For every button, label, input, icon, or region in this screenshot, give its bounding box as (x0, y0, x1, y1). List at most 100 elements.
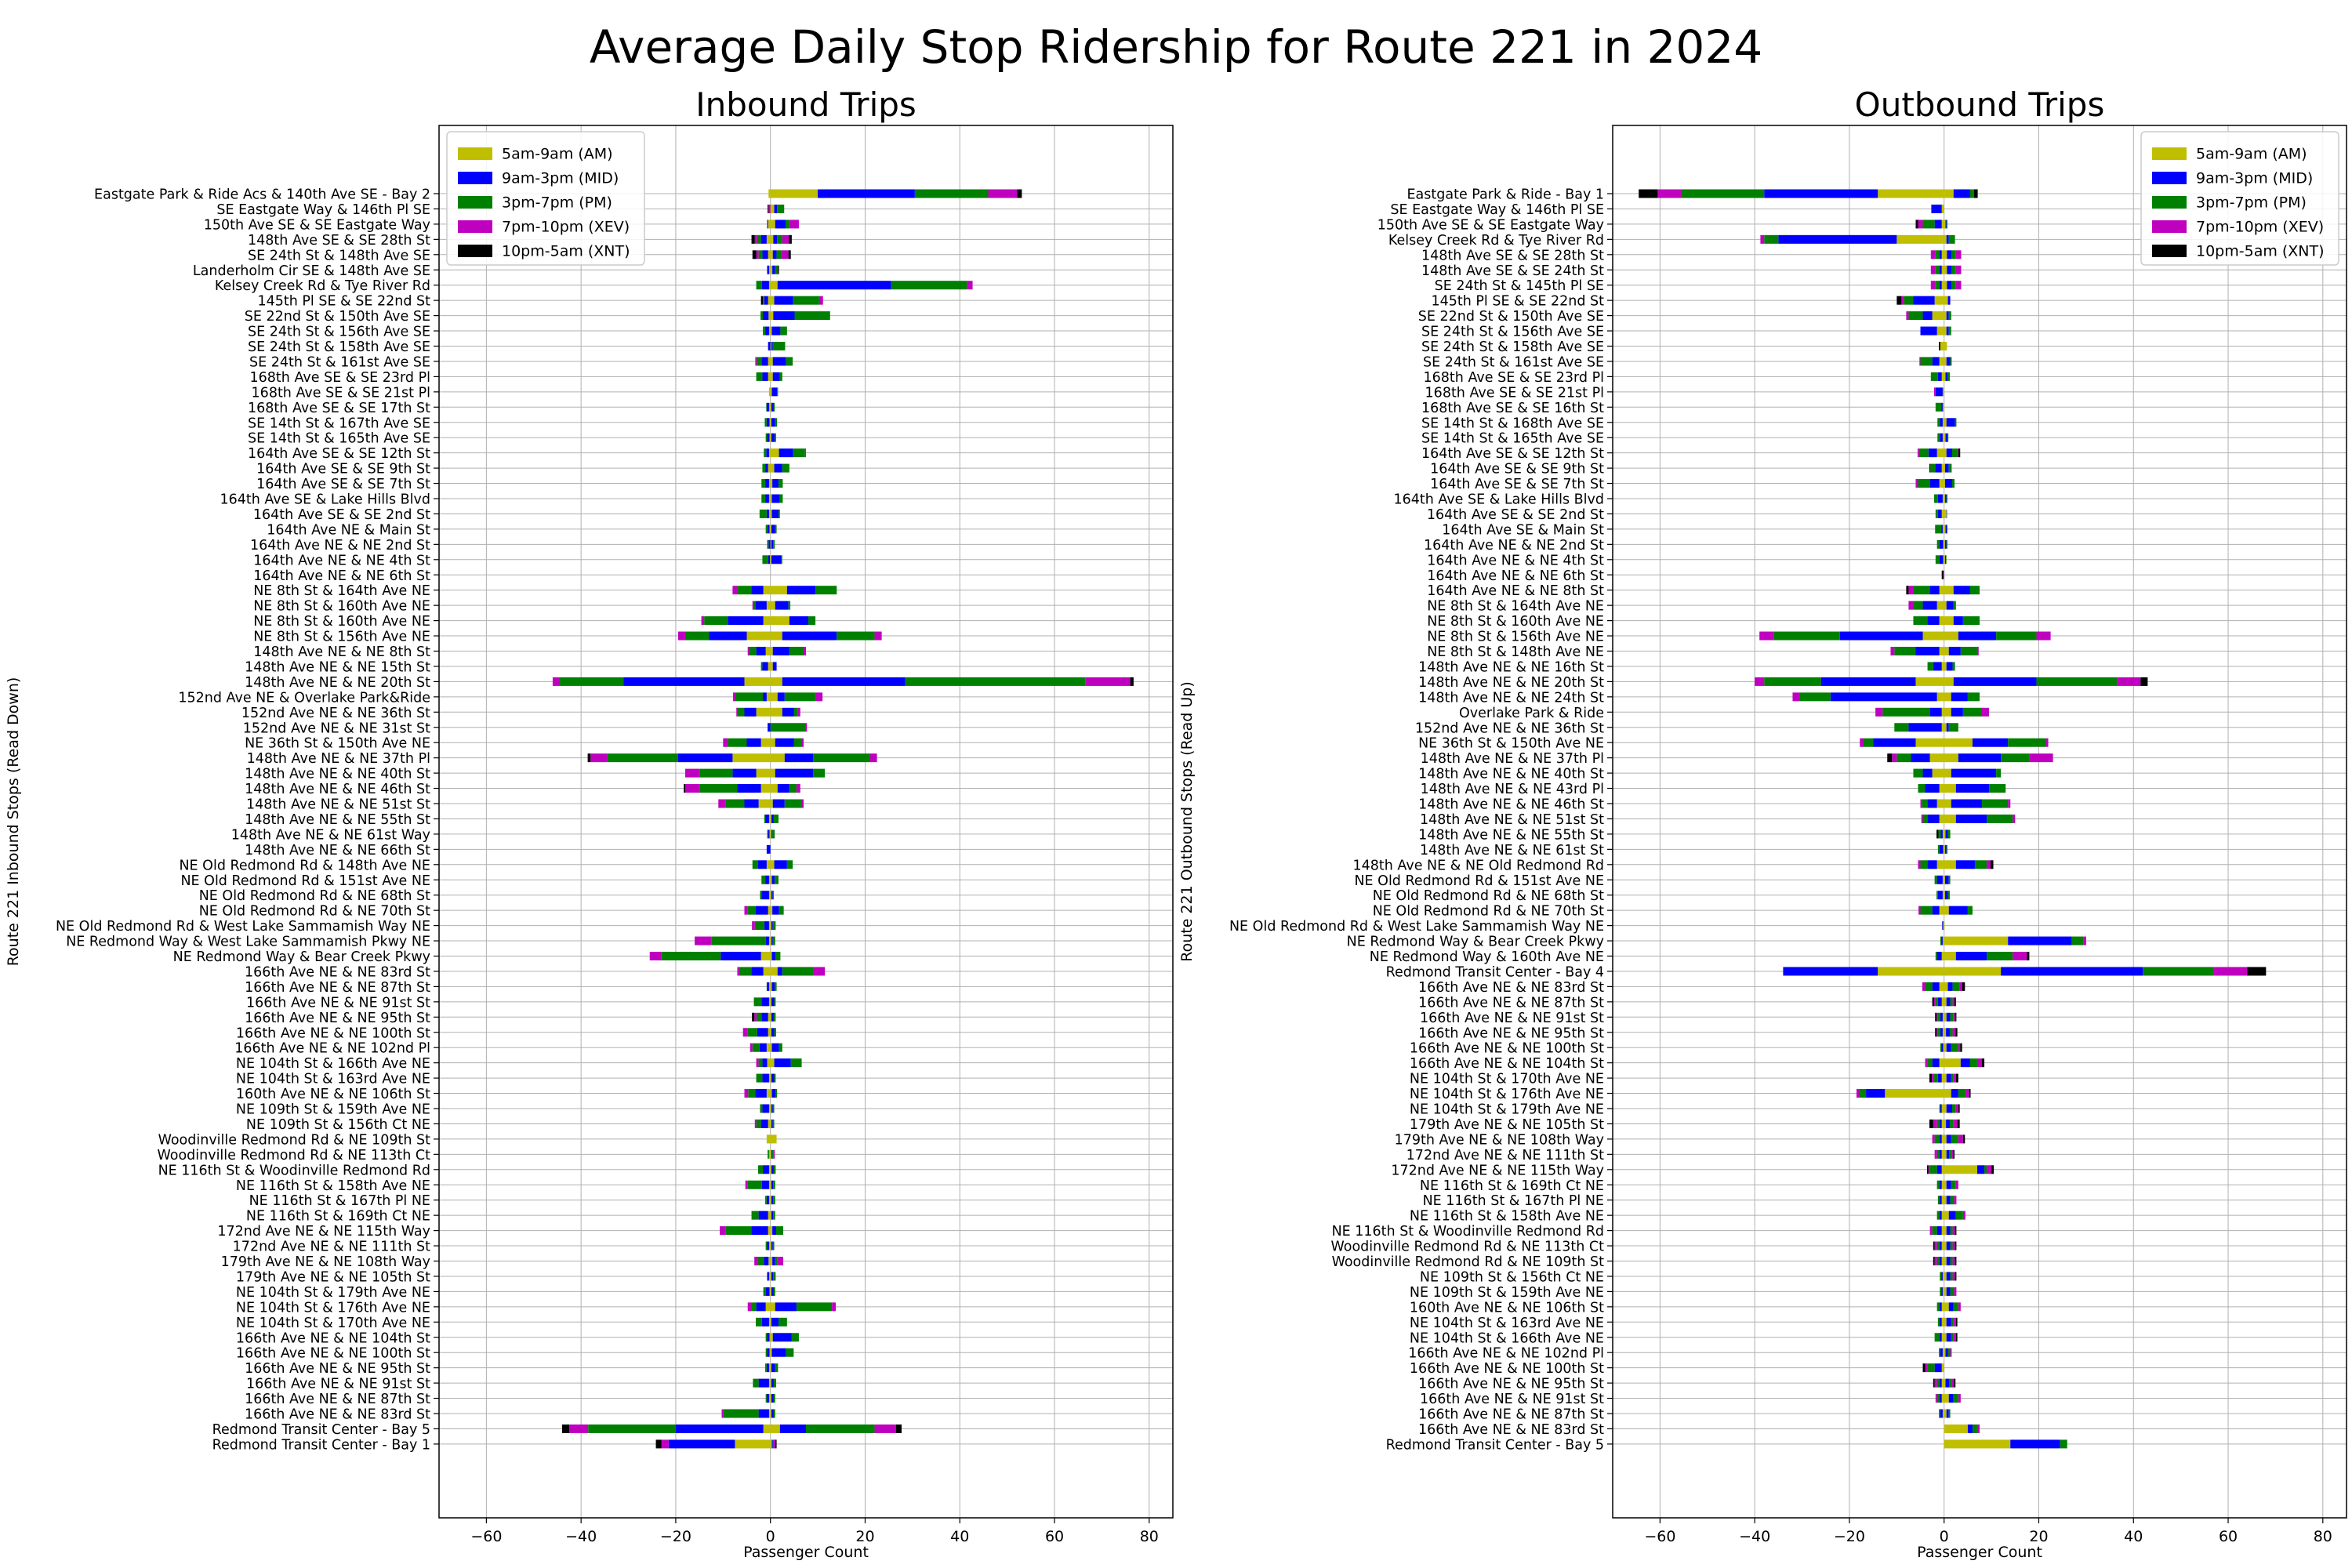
bar-segment-boarding (1972, 1424, 1977, 1433)
bar-segment-alighting (1936, 1226, 1942, 1236)
bar-segment-boarding (1945, 524, 1947, 534)
bar-segment-alighting (1939, 1180, 1942, 1189)
stop-label: NE 8th St & 160th Ave NE (1427, 614, 1604, 630)
bar-segment-boarding (770, 281, 778, 290)
bar-segment-boarding (1017, 189, 1022, 198)
bar-segment-alighting (757, 357, 762, 366)
bar-segment-alighting (767, 433, 770, 442)
bar-segment-alighting (1922, 220, 1935, 229)
bar-segment-alighting (768, 1257, 771, 1265)
bar-segment-boarding (1946, 1028, 1950, 1037)
bar-segment-boarding (771, 1409, 774, 1418)
bar-segment-boarding (772, 265, 775, 274)
bar-segment-boarding (1947, 281, 1952, 290)
bar-segment-boarding (786, 357, 793, 366)
bar-segment-boarding (1944, 1287, 1947, 1296)
bar-segment-boarding (1944, 326, 1947, 336)
bar-segment-alighting (758, 799, 771, 808)
bar-segment-boarding (874, 1424, 896, 1433)
bar-segment-boarding (1944, 1149, 1947, 1159)
bar-segment-boarding (1945, 220, 1947, 229)
bar-segment-boarding (2213, 967, 2248, 976)
bar-segment-boarding (2001, 753, 2030, 763)
bar-segment-alighting (1904, 296, 1914, 305)
stop-label: NE 8th St & 148th Ave NE (1427, 644, 1604, 660)
bar-segment-alighting (1935, 387, 1943, 397)
bar-segment-alighting (695, 936, 712, 946)
legend-label: 3pm-7pm (PM) (2196, 194, 2307, 212)
stop-label: NE Old Redmond Rd & NE 70th St (199, 904, 430, 920)
bar-segment-boarding (776, 250, 782, 260)
bar-segment-boarding (788, 601, 791, 610)
bar-segment-alighting (1941, 707, 1944, 717)
bar-segment-boarding (1944, 662, 1947, 671)
bar-segment-boarding (775, 265, 779, 274)
stop-label: 164th Ave NE & NE 2nd St (1424, 538, 1604, 554)
bar-segment-alighting (1920, 326, 1937, 336)
bar-segment-boarding (1947, 829, 1951, 839)
bar-segment-boarding (770, 707, 782, 717)
bar-segment-boarding (1944, 463, 1949, 473)
bar-segment-alighting (1937, 433, 1940, 442)
bar-segment-boarding (818, 189, 915, 198)
bar-segment-boarding (772, 1257, 775, 1265)
bar-segment-alighting (768, 1073, 771, 1083)
bar-segment-boarding (1944, 250, 1947, 260)
stop-label: SE 14th St & 165th Ave SE (248, 431, 430, 447)
legend-swatch (458, 147, 492, 160)
bar-segment-boarding (772, 1149, 774, 1159)
bar-segment-alighting (1939, 1302, 1942, 1312)
bar-segment-alighting (765, 814, 769, 823)
bar-segment-boarding (775, 1257, 778, 1265)
x-tick-label: −20 (1834, 1528, 1865, 1545)
bar-segment-boarding (775, 1302, 797, 1312)
bar-segment-alighting (1934, 1333, 1940, 1342)
bar-segment-boarding (1967, 692, 1980, 702)
legend-swatch (2152, 172, 2187, 184)
bar-segment-alighting (1941, 936, 1943, 946)
bar-segment-boarding (770, 586, 787, 595)
bar-segment-alighting (1939, 586, 1944, 595)
bar-segment-alighting (569, 1424, 589, 1433)
bar-segment-alighting (755, 1089, 767, 1098)
bar-segment-alighting (760, 891, 762, 900)
stop-label: 148th Ave NE & NE 24th St (1418, 690, 1604, 706)
bar-segment-boarding (1973, 189, 1978, 198)
bar-segment-alighting (1936, 875, 1943, 884)
bar-segment-boarding (770, 631, 782, 641)
stop-label: 164th Ave SE & Main St (1442, 522, 1604, 538)
bar-segment-boarding (1944, 631, 1958, 641)
bar-segment-alighting (761, 494, 766, 503)
bar-segment-alighting (760, 1119, 768, 1128)
bar-segment-alighting (1933, 1119, 1937, 1128)
bar-segment-alighting (590, 753, 608, 763)
bar-segment-alighting (754, 1257, 759, 1265)
bar-segment-alighting (765, 1196, 767, 1205)
stop-label: NE 8th St & 160th Ave NE (253, 599, 430, 615)
stop-label: NE 104th St & 166th Ave NE (1410, 1330, 1604, 1346)
bar-segment-boarding (770, 1089, 772, 1098)
bar-segment-alighting (761, 357, 768, 366)
bar-segment-alighting (767, 1333, 770, 1342)
bar-segment-boarding (772, 1333, 792, 1342)
bar-segment-boarding (1946, 1196, 1951, 1205)
bar-segment-boarding (1987, 814, 2013, 823)
bar-segment-alighting (1936, 952, 1942, 960)
bar-segment-boarding (781, 250, 789, 260)
bar-segment-boarding (770, 448, 779, 458)
bar-segment-alighting (768, 1409, 771, 1418)
bar-segment-alighting (721, 1409, 724, 1418)
stop-label: Eastgate Park & Ride Acs & 140th Ave SE … (94, 187, 430, 203)
bar-segment-boarding (808, 616, 816, 626)
stop-label: 166th Ave NE & NE 91st St (1420, 1392, 1604, 1407)
x-tick-label: 80 (2314, 1528, 2332, 1545)
bar-segment-boarding (770, 311, 774, 321)
bar-segment-boarding (1962, 1134, 1965, 1144)
bar-segment-alighting (756, 647, 766, 655)
bar-segment-boarding (988, 189, 1018, 198)
legend-swatch (458, 245, 492, 257)
bar-segment-boarding (1946, 1317, 1951, 1327)
bar-segment-alighting (753, 1378, 759, 1388)
stop-label: 179th Ave NE & NE 108th Way (221, 1254, 430, 1270)
bar-segment-boarding (1944, 982, 1948, 991)
